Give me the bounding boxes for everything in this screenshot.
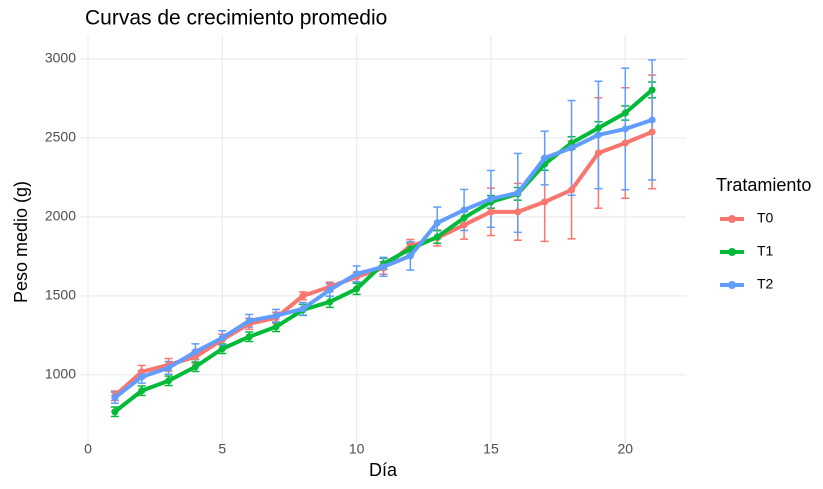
point [433, 219, 441, 227]
x-tick-label: 5 [218, 441, 226, 457]
point [621, 109, 629, 117]
point [111, 394, 119, 402]
legend-label: T1 [757, 243, 774, 259]
point [648, 128, 656, 136]
point [218, 345, 226, 353]
legend-label: T2 [757, 276, 774, 292]
y-tick-label: 3000 [45, 50, 76, 66]
point [460, 221, 468, 229]
point [165, 364, 173, 372]
legend-key-point [728, 281, 736, 289]
point [594, 149, 602, 157]
point [541, 198, 549, 206]
point [138, 368, 146, 376]
legend-key-point [728, 248, 736, 256]
point [165, 377, 173, 385]
point [568, 139, 576, 147]
point [460, 214, 468, 222]
point [138, 387, 146, 395]
point [191, 348, 199, 356]
x-tick-label: 0 [84, 441, 92, 457]
x-tick-label: 15 [483, 441, 499, 457]
x-axis-label: Día [369, 460, 398, 480]
point [460, 206, 468, 214]
point [353, 285, 361, 293]
point [245, 333, 253, 341]
point [326, 298, 334, 306]
point [594, 124, 602, 132]
point [621, 139, 629, 147]
point [326, 286, 334, 294]
point [487, 195, 495, 203]
point [191, 363, 199, 371]
point [514, 189, 522, 197]
point [433, 233, 441, 241]
y-axis-label: Peso medio (g) [11, 181, 31, 303]
point [111, 408, 119, 416]
point [568, 144, 576, 152]
point [272, 323, 280, 331]
x-tick-label: 10 [349, 441, 365, 457]
y-tick-label: 2500 [45, 129, 76, 145]
point [648, 86, 656, 94]
y-tick-label: 2000 [45, 208, 76, 224]
point [487, 208, 495, 216]
point [594, 131, 602, 139]
point [621, 125, 629, 133]
point [380, 263, 387, 271]
legend-key-point [728, 215, 736, 223]
point [245, 317, 253, 325]
point [648, 116, 656, 124]
point [541, 154, 549, 162]
legend-title: Tratamiento [716, 175, 811, 195]
x-tick-label: 20 [617, 441, 633, 457]
y-tick-label: 1500 [45, 287, 76, 303]
y-tick-label: 1000 [45, 365, 76, 381]
point [299, 292, 307, 300]
chart-title: Curvas de crecimiento promedio [85, 7, 387, 30]
point [218, 334, 226, 342]
legend-label: T0 [757, 210, 774, 226]
point [514, 208, 522, 216]
point [406, 252, 414, 260]
point [272, 312, 280, 320]
point [568, 186, 576, 194]
point [299, 305, 307, 313]
point [138, 373, 146, 381]
point [353, 270, 361, 278]
